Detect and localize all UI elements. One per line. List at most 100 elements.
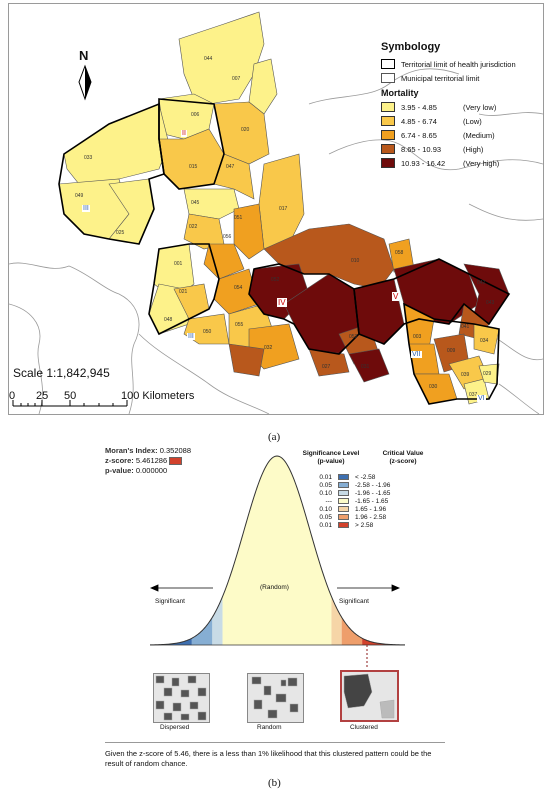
- code-label: 030: [429, 384, 438, 390]
- critical-header: Critical Value (z-score): [373, 450, 433, 466]
- dispersed-pattern: [155, 675, 207, 721]
- bell-band: [191, 456, 213, 645]
- bell-band: [150, 456, 192, 645]
- code-label: 006: [191, 112, 200, 118]
- bell-band: [222, 456, 332, 645]
- mortality-range: 3.95 - 4.85: [401, 102, 437, 112]
- code-label: 020: [241, 127, 250, 133]
- mortality-swatch: [381, 158, 395, 168]
- code-label: 041: [461, 324, 470, 330]
- code-label: 021: [179, 289, 188, 295]
- jurisdiction-swatch: [381, 59, 395, 69]
- significance-p-value: 0.05: [319, 513, 332, 521]
- mortality-class-note: (Very low): [463, 102, 497, 112]
- mortality-class-row: 3.95 - 4.85 (Very low): [381, 100, 543, 114]
- municipality-043: [228, 343, 265, 377]
- significance-swatch: [338, 490, 349, 496]
- significance-z-range: 1.65 - 1.96: [355, 505, 387, 513]
- code-label: 054: [234, 285, 243, 291]
- scale-tick-25: 25: [36, 390, 49, 402]
- jurisdiction-label-iv: IV: [277, 298, 287, 307]
- code-label: 050: [203, 329, 212, 335]
- municipality-051: [233, 203, 265, 260]
- crit-header-line2: (z-score): [389, 458, 417, 465]
- neighbor-outlines: [9, 68, 543, 414]
- significance-row: 0.05 -2.58 - -1.96: [308, 481, 415, 489]
- normal-curve-graphic: [149, 455, 406, 669]
- code-label: 048: [164, 317, 173, 323]
- scale-tick-0: 0: [9, 390, 16, 402]
- code-label: 034: [480, 338, 489, 344]
- north-label: N: [79, 48, 89, 63]
- code-label: 032: [264, 345, 273, 351]
- significance-row: 0.10 -1.96 - -1.65: [308, 489, 415, 497]
- significant-arrows: [149, 584, 401, 592]
- significance-row: 0.01 < -2.58: [308, 473, 415, 481]
- mortality-class-row: 8.65 - 10.93 (High): [381, 142, 543, 156]
- mortality-class-note: (High): [463, 144, 484, 154]
- significance-p-value: 0.01: [319, 521, 332, 529]
- bell-fill-bands: [150, 456, 405, 645]
- mortality-class-row: 4.85 - 6.74 (Low): [381, 114, 543, 128]
- code-label: 017: [279, 206, 288, 212]
- municipality-045: [183, 188, 240, 220]
- scale-tick-100: 100 Kilometers: [121, 390, 195, 402]
- code-label: 049: [75, 193, 84, 199]
- clustered-label: Clustered: [350, 724, 378, 731]
- municipality-044: [178, 11, 265, 105]
- significance-p-value: 0.05: [319, 481, 332, 489]
- z-score-swatch: [169, 457, 183, 466]
- legend-row-municipal: Municipal territorial limit: [381, 71, 543, 85]
- moran-index-value: 0.352088: [159, 446, 192, 455]
- jurisdiction-label-v: V: [392, 292, 400, 301]
- significance-z-range: -2.58 - -1.96: [355, 481, 391, 489]
- mortality-range: 8.65 - 10.93: [401, 144, 442, 154]
- significance-z-range: -1.65 - 1.65: [355, 497, 389, 505]
- significance-header: Significance Level (p-value): [301, 450, 361, 466]
- significance-row: 0.01 > 2.58: [308, 521, 415, 529]
- significance-table: 0.01 < -2.58 0.05 -2.58 - -1.96 0.10 -1.96 - …: [308, 473, 415, 529]
- bell-band: [341, 456, 363, 645]
- code-label: 043: [486, 300, 495, 306]
- significance-row: 0.05 1.96 - 2.58: [308, 513, 415, 521]
- mortality-title: Mortality: [381, 88, 419, 98]
- mortality-class-note: (Medium): [463, 130, 495, 140]
- significant-right-label: Significant: [339, 598, 369, 605]
- significance-z-range: < -2.58: [355, 473, 376, 481]
- code-label: 039: [461, 372, 470, 378]
- dispersed-label: Dispersed: [160, 724, 190, 731]
- z-score-value: 5.461286: [135, 456, 168, 465]
- municipality-007: [248, 58, 278, 115]
- bell-band: [362, 456, 405, 645]
- caption-a: (a): [268, 431, 281, 443]
- jurisdiction-label-vii: VII: [411, 351, 422, 358]
- mortality-class-note: (Very high): [463, 158, 500, 168]
- mortality-range: 4.85 - 6.74: [401, 116, 437, 126]
- legend-row-jurisdiction: Territorial limit of health jurisdiction: [381, 57, 543, 71]
- significance-p-value: ---: [325, 497, 333, 505]
- significance-swatch: [338, 522, 349, 528]
- sig-header-line2: (p-value): [317, 458, 345, 465]
- significance-p-value: 0.01: [319, 473, 332, 481]
- code-label: 042: [477, 280, 486, 286]
- municipality-056: [203, 243, 245, 280]
- mortality-class-note: (Low): [463, 116, 482, 126]
- code-label: 003: [413, 334, 422, 340]
- jurisdiction-label-iii-south: III: [187, 333, 195, 340]
- code-label: 045: [191, 200, 200, 206]
- significance-p-value: 0.10: [319, 505, 332, 513]
- divider: [105, 742, 445, 743]
- significance-swatch: [338, 498, 349, 504]
- p-value-value: 0.000000: [135, 466, 168, 475]
- code-label: 007: [232, 76, 241, 82]
- random-thumbnail: [247, 673, 304, 723]
- code-label: 033: [84, 155, 93, 161]
- code-label: 052: [271, 277, 280, 283]
- municipality-050: [183, 313, 230, 345]
- code-label: 051: [234, 215, 243, 221]
- mortality-map: N Scale 1:1,842,945 0 25 50 100 Kilomete…: [8, 3, 544, 415]
- significance-swatch: [338, 482, 349, 488]
- mortality-swatch: [381, 116, 395, 126]
- significance-z-range: > 2.58: [355, 521, 374, 529]
- code-label: 015: [189, 164, 198, 170]
